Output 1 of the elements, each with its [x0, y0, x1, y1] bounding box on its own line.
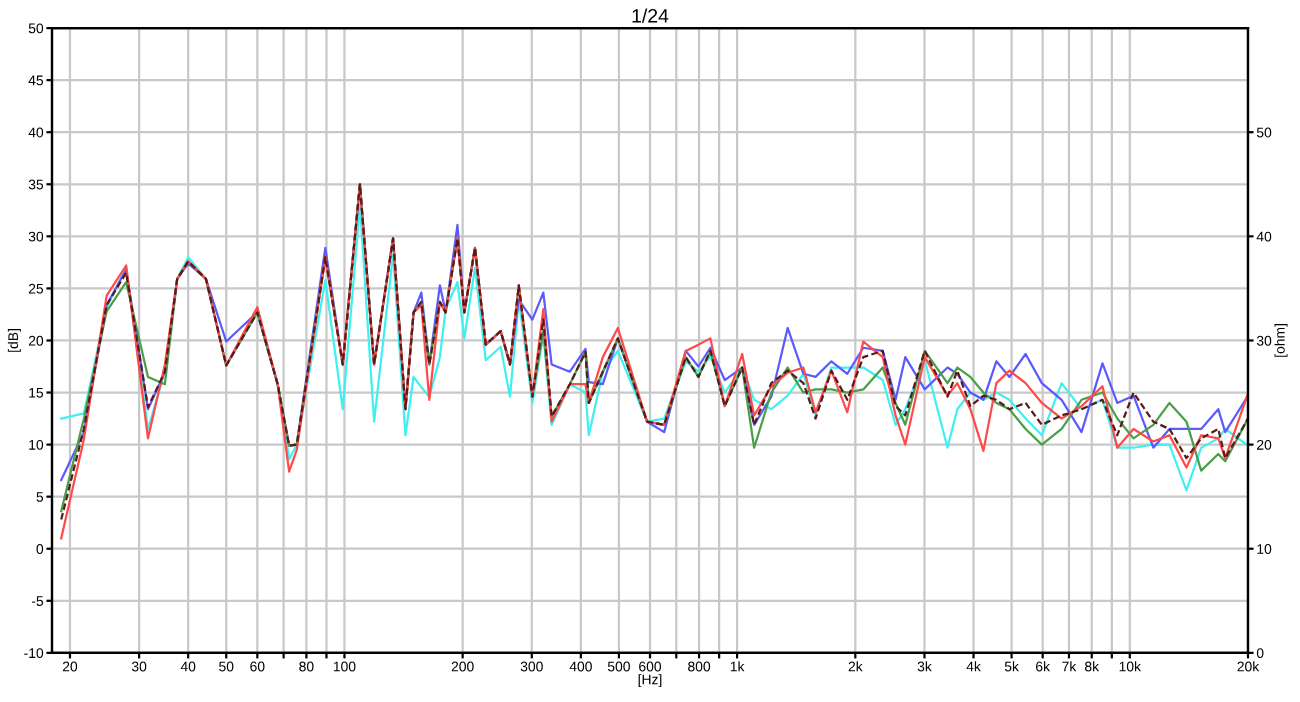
chart-title: 1/24 — [632, 8, 669, 23]
